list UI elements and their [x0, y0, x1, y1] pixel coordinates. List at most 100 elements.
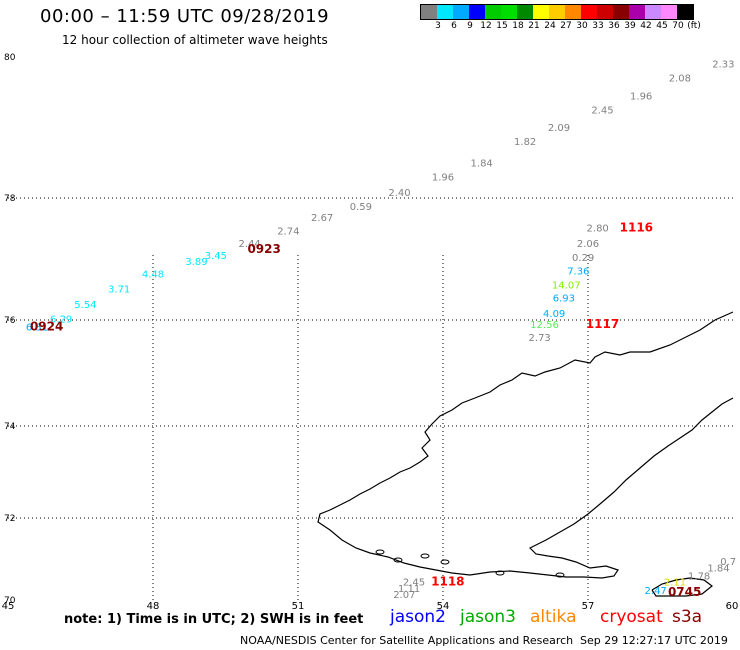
- wave-height-label: 2.06: [577, 239, 599, 250]
- satellite-legend-item: altika: [530, 607, 577, 627]
- color-scale-label: 33: [592, 21, 604, 31]
- wave-height-label: 1.84: [707, 563, 729, 574]
- wave-height-label: 1.84: [471, 158, 493, 169]
- satellite-legend-item: jason2: [390, 607, 446, 627]
- wave-height-label: 1.96: [630, 91, 652, 102]
- island: [375, 549, 385, 555]
- latitude-label: 70: [4, 596, 16, 606]
- pass-time-label: 0923: [247, 242, 280, 256]
- color-scale-label: 21: [528, 21, 540, 31]
- color-swatch: [421, 5, 437, 19]
- satellite-legend-item: cryosat: [600, 607, 663, 627]
- wave-height-label: 1.11: [398, 584, 420, 595]
- longitude-label: 45: [2, 601, 15, 612]
- color-scale-labels: 3 6 9 12 15 18 21 24 27 30 33 36 39 42 45 70 (ft): [420, 21, 740, 33]
- wave-height-label: 2.11: [664, 578, 686, 589]
- chart-title: 00:00 – 11:59 UTC 09/28/2019: [40, 6, 330, 27]
- island: [440, 559, 450, 565]
- island: [420, 553, 430, 559]
- color-swatch: [645, 5, 661, 19]
- color-scale-label: 30: [576, 21, 588, 31]
- color-swatch: [469, 5, 485, 19]
- wave-height-label: 6.93: [553, 294, 575, 305]
- wave-height-label: 3.45: [205, 251, 227, 262]
- color-swatch: [677, 5, 693, 19]
- chart-subtitle: 12 hour collection of altimeter wave hei…: [62, 33, 328, 47]
- latitude-label: 74: [4, 422, 16, 432]
- wave-height-label: 2.09: [548, 123, 570, 134]
- satellite-legend-item: jason3: [460, 607, 516, 627]
- longitude-label: 51: [292, 601, 305, 612]
- wave-height-label: 2.40: [388, 188, 410, 199]
- wave-height-label: 12.56: [530, 320, 559, 331]
- wave-height-label: 2.80: [587, 224, 609, 235]
- pass-time-label: 1118: [431, 575, 464, 589]
- wave-height-label: 14.07: [552, 280, 581, 291]
- color-swatch: [613, 5, 629, 19]
- color-swatch: [453, 5, 469, 19]
- longitude-label: 57: [582, 601, 595, 612]
- island: [495, 570, 505, 576]
- wave-height-label: 2.08: [669, 74, 691, 85]
- island: [393, 557, 403, 563]
- color-scale-label: 9: [467, 21, 473, 31]
- color-scale-label: 15: [496, 21, 508, 31]
- color-scale-label: 45: [656, 21, 668, 31]
- color-swatch: [597, 5, 613, 19]
- pass-time-label: 0924: [30, 320, 63, 334]
- longitude-label: 48: [147, 601, 160, 612]
- wave-height-label: 5.54: [74, 300, 96, 311]
- wave-height-label: 6.29: [50, 315, 72, 326]
- wave-height-label: 7.36: [567, 266, 589, 277]
- color-scale-label: 36: [608, 21, 620, 31]
- coastline: [651, 577, 713, 597]
- color-scale-label: 3: [435, 21, 441, 31]
- pass-time-label: 0745: [668, 585, 701, 599]
- latitude-label: 72: [4, 514, 15, 524]
- latitude-label: 80: [4, 53, 16, 63]
- wave-height-label: 2.44: [239, 239, 261, 250]
- color-swatch: [565, 5, 581, 19]
- color-scale-label: 27: [560, 21, 572, 31]
- wave-height-label: 2.67: [311, 213, 333, 224]
- wave-height-label: 2.45: [403, 578, 425, 589]
- longitude-label: 60: [726, 601, 739, 612]
- wave-height-label: 2.33: [712, 60, 734, 71]
- latitude-label: 76: [4, 316, 16, 326]
- color-scale-bar: [420, 4, 694, 20]
- color-swatch: [437, 5, 453, 19]
- color-swatch: [629, 5, 645, 19]
- wave-height-label: 0.29: [572, 253, 594, 264]
- pass-time-label: 1117: [586, 317, 619, 331]
- wave-height-label: 0.7: [720, 557, 736, 568]
- color-scale-label: (ft): [687, 21, 701, 31]
- color-scale-label: 39: [624, 21, 636, 31]
- color-swatch: [661, 5, 677, 19]
- wave-height-label: 3.71: [108, 285, 130, 296]
- color-scale-label: 42: [640, 21, 652, 31]
- wave-height-label: 2.73: [529, 333, 551, 344]
- footer-note: note: 1) Time is in UTC; 2) SWH is in fe…: [64, 612, 364, 627]
- color-swatch: [517, 5, 533, 19]
- color-scale-label: 70: [672, 21, 684, 31]
- generation-timestamp: Sep 29 12:27:17 UTC 2019: [580, 634, 728, 647]
- latitude-label: 78: [4, 194, 16, 204]
- color-scale-label: 6: [451, 21, 457, 31]
- wave-height-label: 6.31: [26, 323, 48, 334]
- color-swatch: [485, 5, 501, 19]
- color-swatch: [533, 5, 549, 19]
- color-scale-label: 12: [480, 21, 492, 31]
- wave-height-label: 3.89: [185, 257, 207, 268]
- longitude-label: 54: [437, 601, 450, 612]
- pass-time-label: 1116: [620, 221, 653, 235]
- wave-height-label: 0.59: [350, 202, 372, 213]
- color-swatch: [581, 5, 597, 19]
- wave-height-label: 4.48: [142, 269, 164, 280]
- wave-height-label: 1.82: [514, 137, 536, 148]
- wave-height-label: 2.74: [277, 227, 299, 238]
- color-swatch: [549, 5, 565, 19]
- color-scale-label: 18: [512, 21, 524, 31]
- wave-height-label: 2.45: [591, 105, 613, 116]
- wave-height-label: 2.07: [393, 590, 415, 601]
